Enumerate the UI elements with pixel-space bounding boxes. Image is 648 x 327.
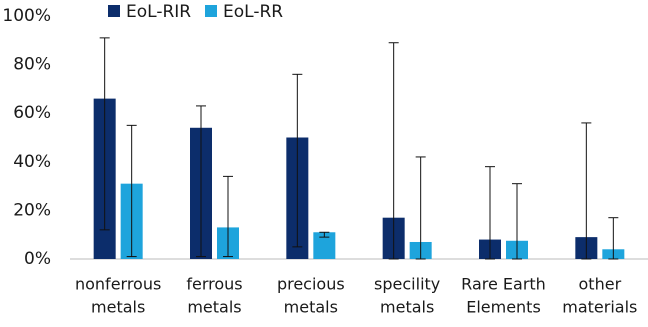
x-tick-label: other xyxy=(579,275,622,294)
x-tick-label: metals xyxy=(284,298,338,317)
x-tick-label: ferrous xyxy=(186,275,242,294)
x-tick-label: metals xyxy=(380,298,434,317)
y-tick-label: 40% xyxy=(13,152,51,172)
bar xyxy=(313,232,336,259)
x-tick-label: metals xyxy=(187,298,241,317)
y-tick-label: 100% xyxy=(2,6,51,26)
x-tick-label: specility xyxy=(374,275,440,294)
y-tick-label: 80% xyxy=(13,55,51,75)
x-tick-label: nonferrous xyxy=(75,275,161,294)
x-tick-label: Rare Earth xyxy=(461,275,546,294)
x-tick-label: Elements xyxy=(466,298,541,317)
x-tick-label: precious xyxy=(277,275,345,294)
x-tick-label: metals xyxy=(91,298,145,317)
legend-label: EoL-RR xyxy=(223,2,283,22)
x-tick-label: materials xyxy=(562,298,637,317)
legend-swatch xyxy=(108,5,120,17)
legend-label: EoL-RIR xyxy=(126,2,191,22)
legend-swatch xyxy=(205,5,217,17)
y-tick-label: 60% xyxy=(13,103,51,123)
y-tick-label: 0% xyxy=(24,249,51,269)
y-tick-label: 20% xyxy=(13,200,51,220)
